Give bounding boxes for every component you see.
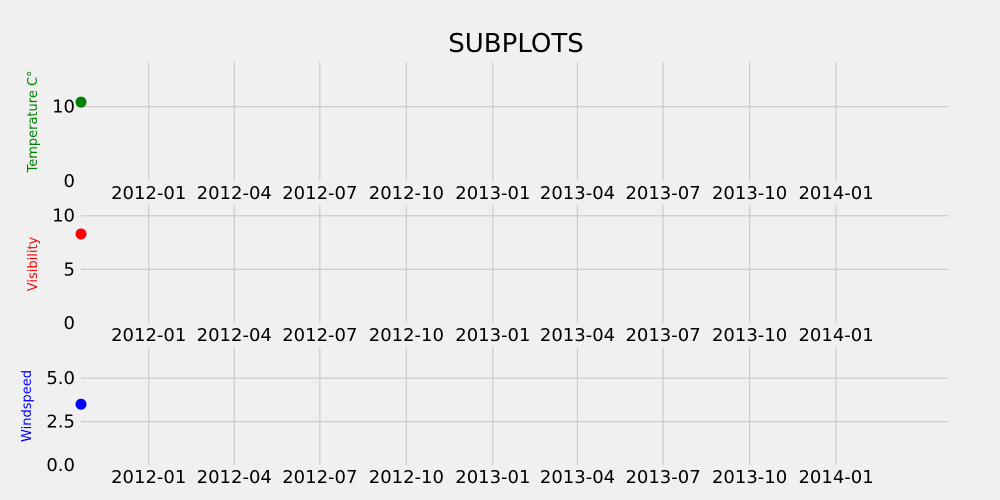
y-tick-label: 0 xyxy=(64,171,75,192)
y-tick-label: 5.0 xyxy=(46,368,75,389)
subplot-panels: 2012-01 2012-04 2012-07 2012-10 2013-01 2013-… xyxy=(20,62,948,488)
x-tick-label: 2012-07 xyxy=(282,183,357,204)
x-tick-label: 2013-07 xyxy=(625,183,700,204)
y-tick-label: 0 xyxy=(64,313,75,334)
y-tick-label: 5 xyxy=(64,259,75,280)
x-tick-label: 2012-04 xyxy=(197,183,272,204)
y-axis-label: Windspeed xyxy=(20,370,35,442)
x-tick-label: 2012-10 xyxy=(369,325,444,346)
x-tick-label: 2013-07 xyxy=(625,325,700,346)
y-axis-label: Temperature C° xyxy=(26,70,41,173)
x-tick-label: 2013-01 xyxy=(455,467,530,488)
x-tick-label: 2013-04 xyxy=(540,183,615,204)
y-tick-label: 10 xyxy=(52,206,75,227)
x-tick-label: 2012-10 xyxy=(369,467,444,488)
x-tick-label: 2013-10 xyxy=(712,467,787,488)
y-tick-label: 2.5 xyxy=(46,412,75,433)
x-tick-label: 2012-07 xyxy=(282,325,357,346)
x-tick-label: 2013-07 xyxy=(625,467,700,488)
x-tick-label: 2012-01 xyxy=(111,183,186,204)
data-point xyxy=(75,228,87,240)
data-point xyxy=(75,398,87,410)
x-tick-label: 2012-10 xyxy=(369,183,444,204)
subplot-2: 2012-01 2012-04 2012-07 2012-10 2013-01 2013-… xyxy=(26,205,948,346)
x-tick-label: 2012-01 xyxy=(111,467,186,488)
chart-title: SUBPLOTS xyxy=(448,29,583,59)
x-tick-label: 2013-01 xyxy=(455,325,530,346)
y-tick-label: 10 xyxy=(52,97,75,118)
data-point xyxy=(75,96,87,108)
y-tick-label: 0.0 xyxy=(46,455,75,476)
x-tick-label: 2013-10 xyxy=(712,325,787,346)
x-tick-label: 2013-01 xyxy=(455,183,530,204)
x-tick-label: 2012-04 xyxy=(197,467,272,488)
x-tick-label: 2012-07 xyxy=(282,467,357,488)
y-axis-label: Visibility xyxy=(26,236,41,291)
x-tick-label: 2013-04 xyxy=(540,467,615,488)
x-tick-label: 2012-04 xyxy=(197,325,272,346)
x-tick-label: 2014-01 xyxy=(798,325,873,346)
x-tick-label: 2014-01 xyxy=(798,467,873,488)
x-tick-label: 2014-01 xyxy=(798,183,873,204)
x-tick-label: 2013-04 xyxy=(540,325,615,346)
x-tick-label: 2012-01 xyxy=(111,325,186,346)
subplot-3: 2012-01 2012-04 2012-07 2012-10 2013-01 2013-… xyxy=(20,347,948,488)
x-tick-label: 2013-10 xyxy=(712,183,787,204)
subplot-1: 2012-01 2012-04 2012-07 2012-10 2013-01 2013-… xyxy=(26,62,948,204)
